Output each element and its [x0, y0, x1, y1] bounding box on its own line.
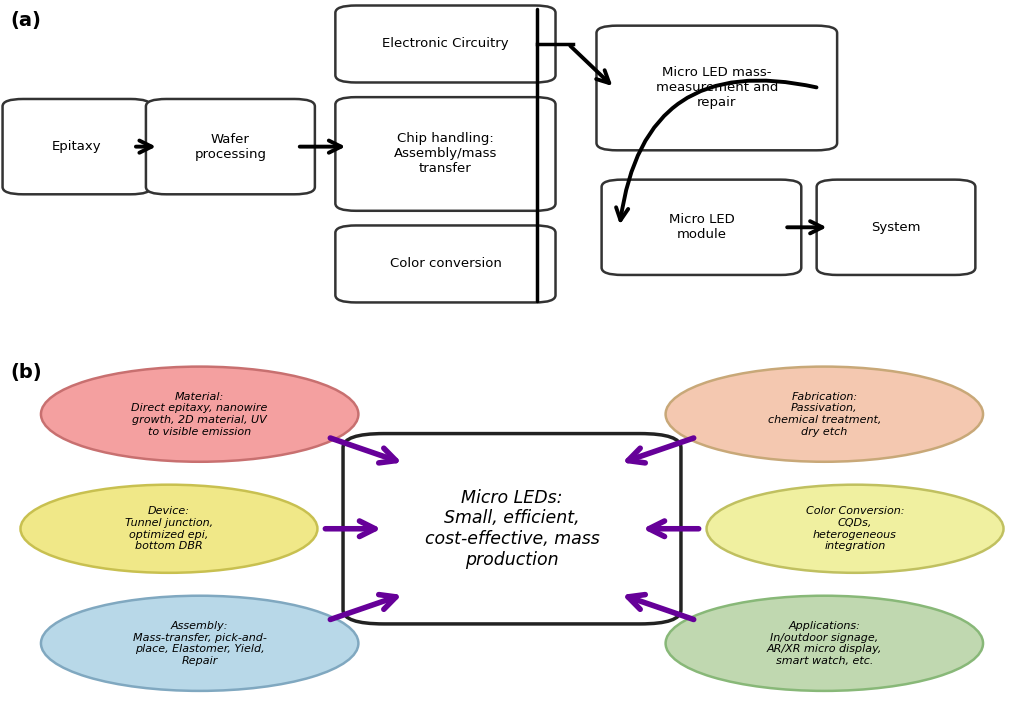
FancyBboxPatch shape — [343, 434, 681, 624]
FancyBboxPatch shape — [596, 25, 837, 150]
Ellipse shape — [41, 367, 358, 462]
FancyBboxPatch shape — [146, 99, 315, 195]
Text: Wafer
processing: Wafer processing — [195, 133, 266, 161]
Text: Color conversion: Color conversion — [389, 257, 502, 271]
Text: System: System — [871, 221, 921, 234]
Text: Assembly:
Mass-transfer, pick-and-
place, Elastomer, Yield,
Repair: Assembly: Mass-transfer, pick-and- place… — [133, 621, 266, 666]
FancyBboxPatch shape — [602, 180, 801, 275]
Text: (b): (b) — [10, 363, 42, 382]
Text: Micro LED
module: Micro LED module — [669, 214, 734, 241]
Ellipse shape — [20, 485, 317, 572]
Text: (a): (a) — [10, 11, 41, 30]
Text: Electronic Circuitry: Electronic Circuitry — [382, 37, 509, 51]
FancyBboxPatch shape — [2, 99, 152, 195]
Ellipse shape — [666, 367, 983, 462]
Text: Epitaxy: Epitaxy — [52, 140, 101, 153]
Text: Material:
Direct epitaxy, nanowire
growth, 2D material, UV
to visible emission: Material: Direct epitaxy, nanowire growt… — [131, 392, 268, 436]
Text: Micro LED mass-
measurement and
repair: Micro LED mass- measurement and repair — [655, 66, 778, 109]
Text: Device:
Tunnel junction,
optimized epi,
bottom DBR: Device: Tunnel junction, optimized epi, … — [125, 506, 213, 551]
FancyBboxPatch shape — [336, 6, 555, 82]
Text: Fabrication:
Passivation,
chemical treatment,
dry etch: Fabrication: Passivation, chemical treat… — [768, 392, 881, 436]
Text: Color Conversion:
CQDs,
heterogeneous
integration: Color Conversion: CQDs, heterogeneous in… — [806, 506, 904, 551]
FancyBboxPatch shape — [817, 180, 975, 275]
Ellipse shape — [41, 596, 358, 691]
Ellipse shape — [707, 485, 1004, 572]
Text: Micro LEDs:
Small, efficient,
cost-effective, mass
production: Micro LEDs: Small, efficient, cost-effec… — [425, 489, 599, 569]
Text: Chip handling:
Assembly/mass
transfer: Chip handling: Assembly/mass transfer — [394, 133, 497, 176]
FancyBboxPatch shape — [336, 226, 555, 302]
FancyBboxPatch shape — [336, 97, 555, 211]
Text: Applications:
In/outdoor signage,
AR/XR micro display,
smart watch, etc.: Applications: In/outdoor signage, AR/XR … — [767, 621, 882, 666]
Ellipse shape — [666, 596, 983, 691]
